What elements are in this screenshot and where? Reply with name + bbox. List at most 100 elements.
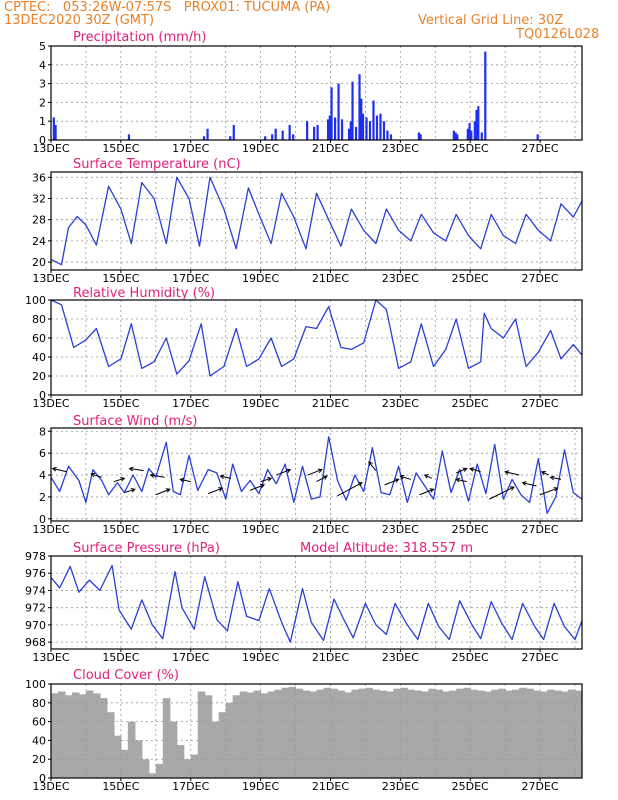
- precipitation-bar: [354, 126, 358, 140]
- x-tick-label: 25DEC: [452, 523, 489, 536]
- x-tick-label: 17DEC: [172, 272, 209, 285]
- precipitation-bar: [389, 134, 393, 140]
- y-tick-label: 0: [39, 134, 46, 147]
- x-tick-label: 25DEC: [452, 142, 489, 155]
- x-tick-label: 19DEC: [242, 397, 279, 410]
- precipitation-title: Precipitation (mm/h): [73, 30, 206, 45]
- y-tick-label: 60: [32, 332, 46, 345]
- precipitation-bar: [468, 123, 471, 140]
- precipitation-bar: [127, 134, 131, 140]
- x-tick-label: 15DEC: [102, 142, 139, 155]
- x-tick-label: 25DEC: [452, 651, 489, 664]
- cloud-cover-bar: [442, 691, 450, 778]
- cloud-cover-bar: [407, 689, 415, 778]
- cloud-cover-bar: [337, 690, 346, 778]
- cloud-cover-bar: [71, 692, 80, 778]
- x-tick-label: 27DEC: [522, 397, 559, 410]
- cloud-cover-title: Cloud Cover (%): [73, 668, 179, 683]
- y-tick-label: 968: [25, 636, 46, 649]
- wind-direction-arrow: [219, 474, 232, 480]
- cloud-cover-bar: [267, 691, 276, 778]
- wind-direction-arrow: [51, 466, 67, 473]
- cloud-cover-bar: [218, 712, 227, 778]
- cloud-cover-bar: [358, 688, 367, 778]
- precipitation-bar: [333, 117, 337, 140]
- precipitation-bar: [368, 121, 372, 140]
- model-altitude-label: Model Altitude: 318.557 m: [300, 541, 473, 556]
- wind-direction-arrow: [419, 488, 435, 496]
- wind-direction-arrow: [489, 486, 515, 500]
- y-tick-label: 970: [25, 619, 46, 632]
- cloud-cover-bar: [533, 690, 541, 778]
- cloud-cover-bar: [561, 691, 569, 778]
- cloud-cover-bar: [526, 688, 534, 778]
- wind-direction-arrow: [113, 477, 126, 483]
- y-tick-label: 978: [25, 550, 46, 563]
- temperature-title: Surface Temperature (nC): [73, 157, 241, 172]
- cloud-cover-bar: [260, 693, 269, 778]
- wind-direction-arrow: [521, 481, 537, 487]
- cloud-cover-bar: [106, 712, 115, 778]
- y-tick-label: 20: [32, 370, 46, 383]
- y-tick-label: 0: [39, 389, 46, 402]
- wind-title: Surface Wind (m/s): [73, 414, 197, 429]
- precipitation-bar: [365, 117, 368, 140]
- cloud-cover-bar: [463, 687, 471, 778]
- precipitation-bar: [470, 130, 473, 140]
- wind-direction-arrow: [155, 488, 171, 496]
- cloud-cover-bar: [505, 690, 513, 778]
- y-tick-label: 0: [39, 513, 46, 526]
- y-tick-label: 100: [25, 678, 46, 691]
- cloud-cover-bar: [323, 687, 332, 778]
- y-tick-label: 28: [32, 214, 46, 227]
- y-tick-label: 6: [39, 447, 46, 460]
- y-tick-label: 100: [25, 294, 46, 307]
- cloud-cover-bar: [78, 694, 87, 778]
- precipitation-bar: [281, 130, 284, 140]
- y-tick-label: 2: [39, 96, 46, 109]
- precipitation-bar: [54, 124, 57, 140]
- wind-direction-arrow: [456, 467, 468, 474]
- wind-direction-arrow: [504, 470, 520, 476]
- cloud-cover-bar: [295, 688, 304, 778]
- wind-direction-arrow: [307, 468, 323, 476]
- x-tick-label: 23DEC: [382, 397, 419, 410]
- precipitation-bar: [274, 128, 277, 140]
- x-tick-label: 13DEC: [32, 142, 69, 155]
- x-tick-label: 25DEC: [452, 397, 489, 410]
- cloud-cover-bar: [246, 692, 255, 778]
- precipitation-bar: [477, 106, 480, 140]
- wind-direction-arrow: [260, 477, 273, 483]
- cloud-cover-bar: [386, 691, 394, 778]
- cloud-cover-bar: [120, 749, 129, 778]
- cloud-cover-bar: [141, 759, 150, 778]
- cloud-cover-bar: [239, 691, 248, 778]
- pressure-title: Surface Pressure (hPa): [73, 541, 220, 556]
- cloud-cover-bar: [197, 691, 206, 778]
- cloud-cover-bar: [85, 690, 94, 778]
- x-tick-label: 27DEC: [522, 272, 559, 285]
- cloud-cover-bar: [169, 721, 178, 778]
- wind-direction-arrow: [90, 472, 102, 478]
- precipitation-panel: 0 1 2 3 4 5 13DEC 15DEC 17DEC 19DEC 21DEC 23DEC 25DE…: [32, 30, 583, 155]
- x-tick-label: 17DEC: [172, 651, 209, 664]
- precipitation-bar: [358, 74, 361, 140]
- x-tick-label: 15DEC: [102, 272, 139, 285]
- x-tick-label: 23DEC: [382, 142, 419, 155]
- cloud-cover-bar: [316, 689, 325, 778]
- precipitation-bar: [419, 134, 422, 140]
- precipitation-bar: [202, 136, 206, 140]
- x-tick-label: 17DEC: [172, 397, 209, 410]
- cloud-cover-bar: [512, 689, 520, 778]
- cloud-cover-bar: [309, 691, 318, 778]
- precipitation-bar: [288, 124, 291, 140]
- wind-direction-arrow: [316, 475, 328, 483]
- cloud-cover-bar: [302, 690, 311, 778]
- temperature-frame: [50, 171, 583, 271]
- cloud-cover-bar: [456, 688, 464, 778]
- cloud-cover-bar: [211, 721, 220, 778]
- x-tick-label: 21DEC: [312, 780, 349, 793]
- vertical-grid-note: Vertical Grid Line: 30Z: [418, 13, 564, 28]
- precipitation-bar: [347, 128, 351, 140]
- precipitation-bar: [326, 119, 330, 140]
